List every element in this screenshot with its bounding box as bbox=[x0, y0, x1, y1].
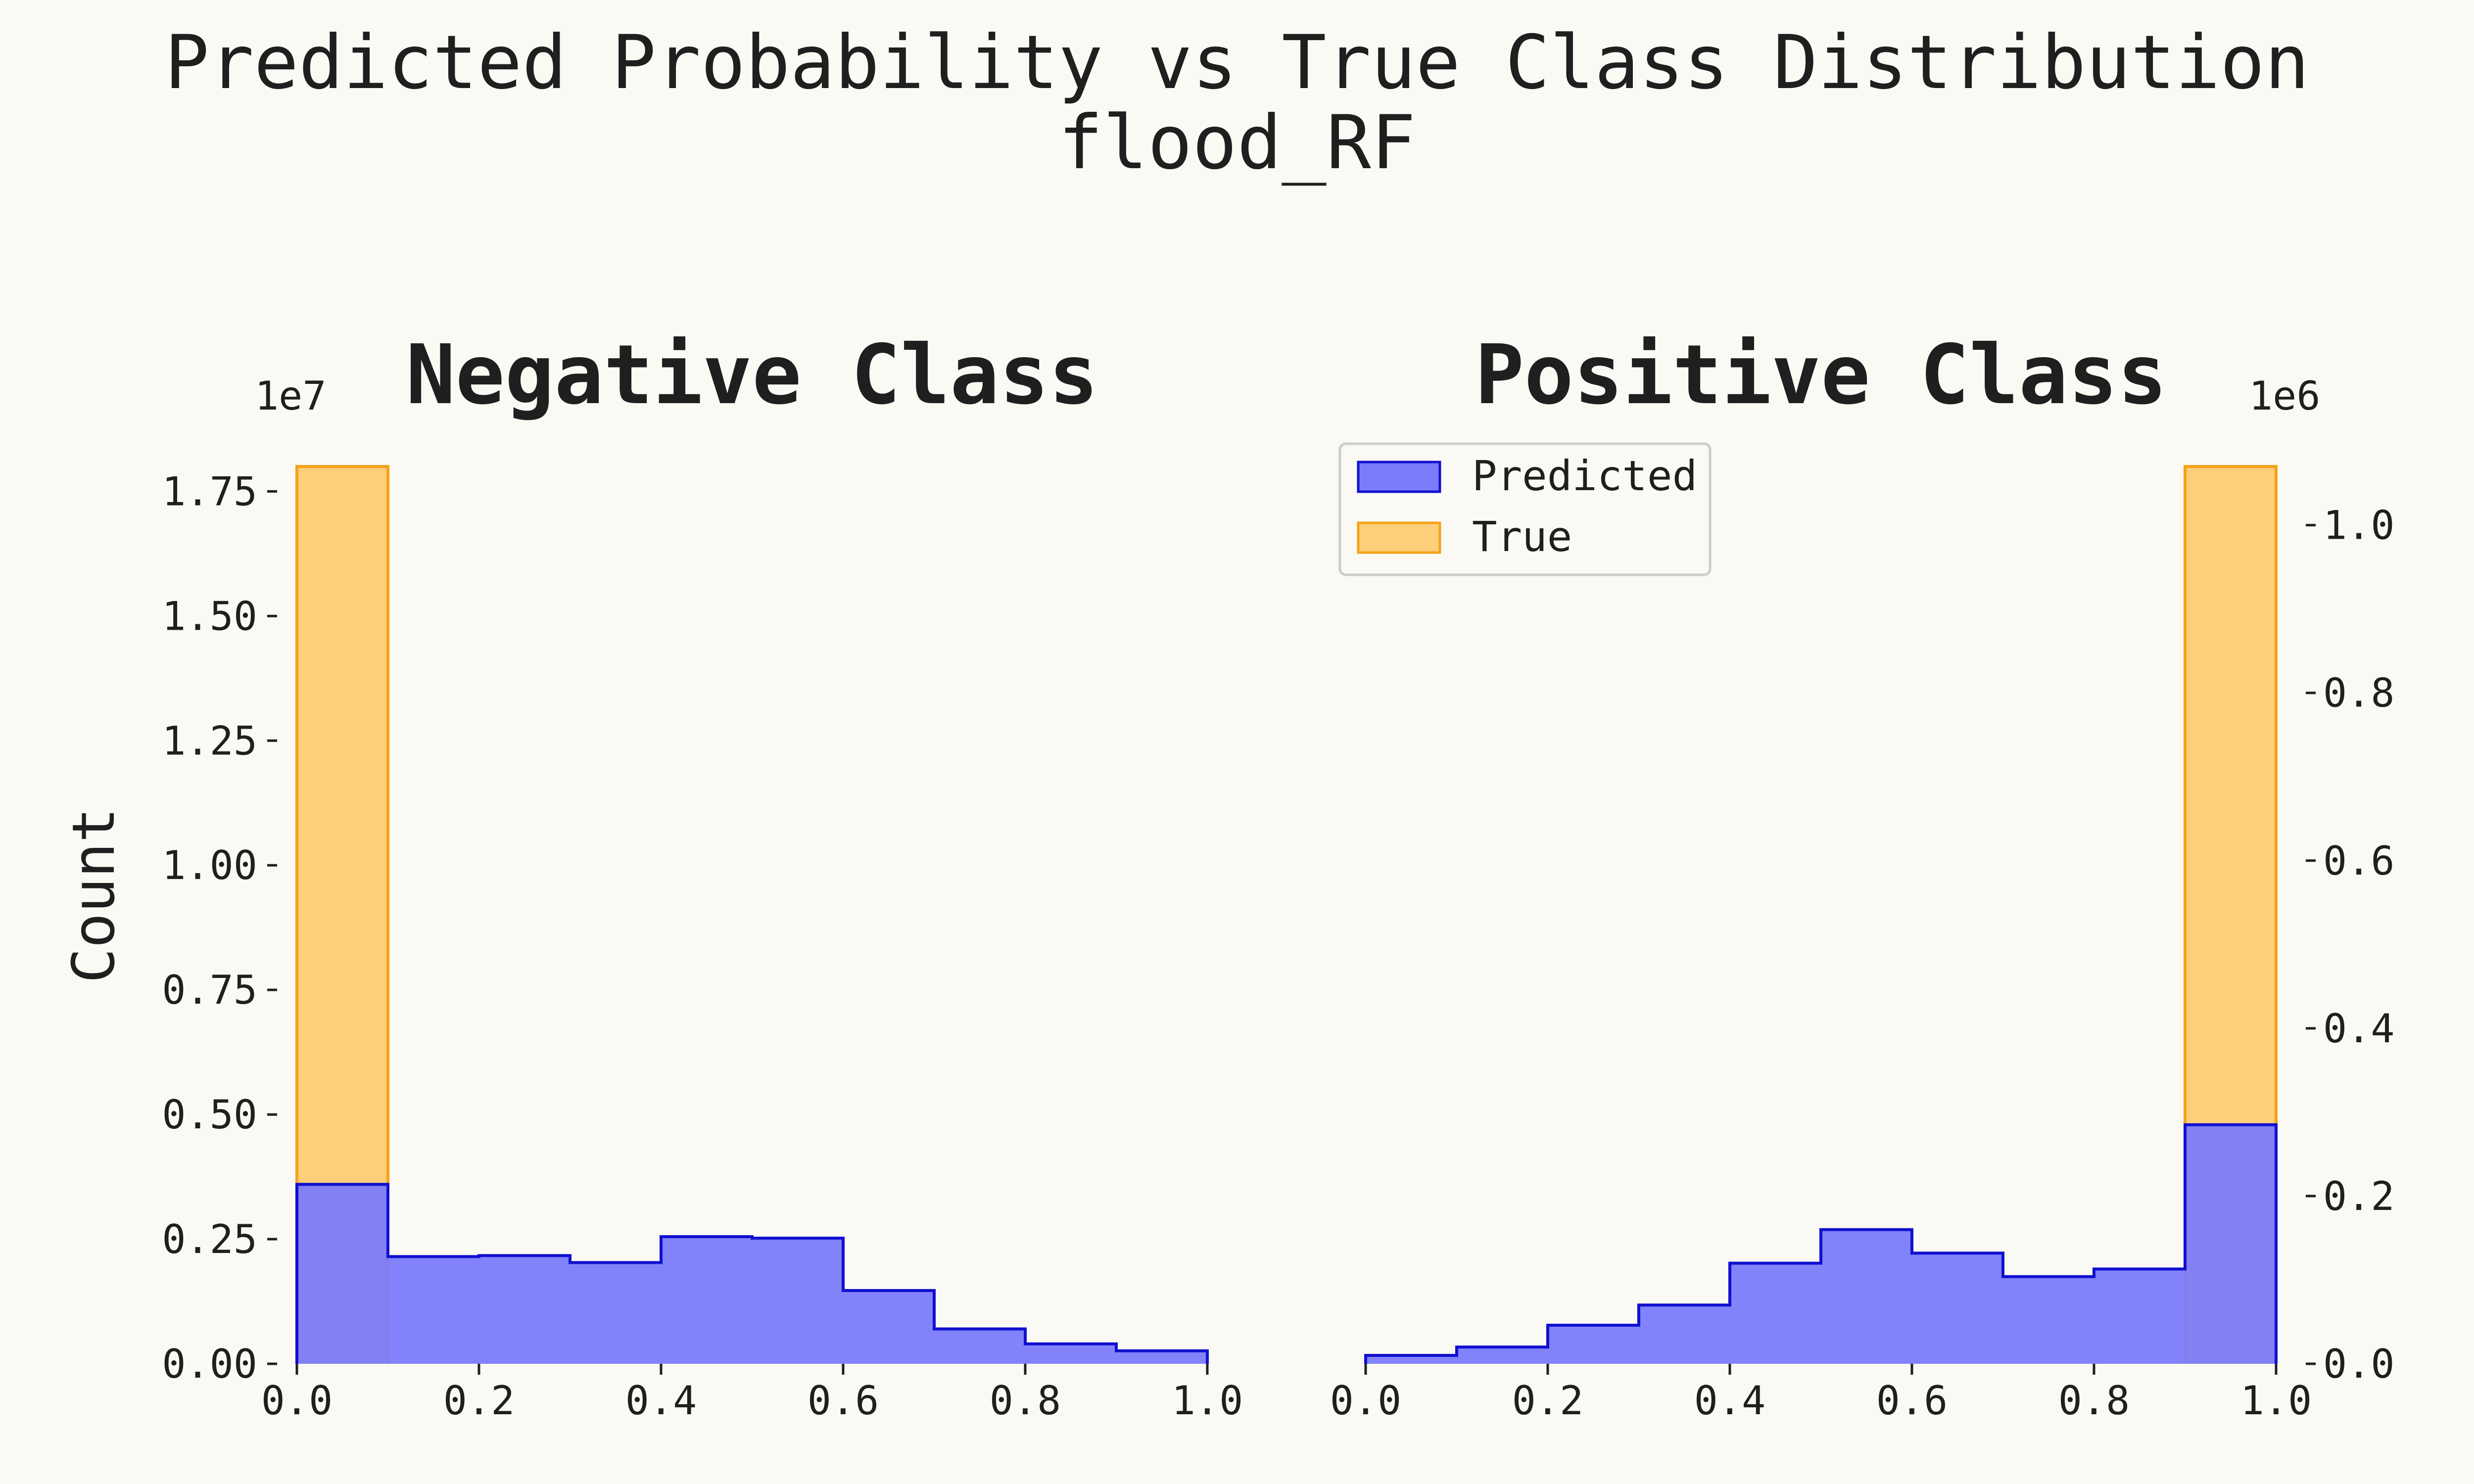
negative-class-x-tick-label-4: 0.8 bbox=[990, 1378, 1061, 1424]
positive-class-predicted-outline bbox=[1364, 1123, 2278, 1364]
negative-class-title: Negative Class bbox=[406, 327, 1098, 423]
negative-class-axes: Negative Class Count 1e7 0.0 0.2 0.4 0.6 0.8… bbox=[59, 327, 1243, 1424]
negative-class-y-tick-label-0: 0.00 bbox=[162, 1341, 257, 1387]
positive-class-axes: Positive Class 1e6 0.0 0.2 0.4 0.6 0.8 1.00.0… bbox=[1330, 327, 2395, 1424]
negative-class-predicted-bar-5 bbox=[752, 1238, 843, 1364]
positive-class-predicted-bar-4 bbox=[1730, 1263, 1821, 1364]
figure-title-line2: flood_RF bbox=[1058, 100, 1416, 186]
negative-class-predicted-bar-0 bbox=[297, 1184, 388, 1364]
positive-class-predicted-bar-8 bbox=[2094, 1269, 2185, 1364]
legend-swatch-true bbox=[1357, 521, 1441, 554]
negative-class-predicted-bar-6 bbox=[843, 1290, 934, 1364]
negative-class-x-tick-label-1: 0.2 bbox=[443, 1378, 515, 1424]
positive-class-y-tick-label-5: 1.0 bbox=[2323, 503, 2395, 549]
positive-class-predicted-bar-2 bbox=[1548, 1325, 1639, 1364]
negative-class-y-tick-label-1: 0.25 bbox=[162, 1216, 257, 1262]
negative-class-predicted-bar-3 bbox=[570, 1262, 661, 1364]
negative-class-y-tick-label-5: 1.25 bbox=[162, 718, 257, 764]
positive-class-y-offset: 1e6 bbox=[2249, 373, 2321, 419]
positive-class-predicted-bar-1 bbox=[1457, 1347, 1548, 1364]
negative-class-y-tick-label-6: 1.50 bbox=[162, 593, 257, 639]
negative-class-y-tick-label-7: 1.75 bbox=[162, 468, 257, 514]
legend-label-true: True bbox=[1472, 512, 1572, 561]
positive-class-y-tick-label-1: 0.2 bbox=[2323, 1173, 2395, 1219]
negative-class-predicted-bar-7 bbox=[934, 1329, 1025, 1364]
negative-class-y-tick-label-2: 0.50 bbox=[162, 1092, 257, 1138]
negative-class-y-offset: 1e7 bbox=[255, 373, 327, 419]
negative-class-predicted-outline bbox=[295, 1183, 1209, 1364]
positive-class-x-tick-label-5: 1.0 bbox=[2240, 1378, 2312, 1424]
positive-class-predicted-bar-5 bbox=[1821, 1229, 1912, 1364]
positive-class-x-tick-label-0: 0.0 bbox=[1330, 1378, 1402, 1424]
legend: Predicted True bbox=[1338, 442, 1712, 576]
negative-class-x-tick-label-2: 0.4 bbox=[625, 1378, 697, 1424]
figure-title-line1: Predicted Probability vs True Class Dist… bbox=[165, 20, 2310, 106]
negative-class-x-tick-label-3: 0.6 bbox=[808, 1378, 879, 1424]
positive-class-y-tick-label-4: 0.8 bbox=[2323, 670, 2395, 716]
positive-class-predicted-bar-0 bbox=[1366, 1355, 1457, 1364]
positive-class-predicted-bar-7 bbox=[2003, 1276, 2094, 1364]
negative-class-y-axis-label: Count bbox=[59, 807, 128, 983]
positive-class-y-tick-label-0: 0.0 bbox=[2323, 1341, 2395, 1387]
positive-class-title: Positive Class bbox=[1475, 327, 2167, 423]
positive-class-x-tick-label-4: 0.8 bbox=[2058, 1378, 2130, 1424]
positive-class-x-tick-label-2: 0.4 bbox=[1694, 1378, 1766, 1424]
legend-label-predicted: Predicted bbox=[1472, 452, 1697, 500]
negative-class-predicted-bar-2 bbox=[479, 1255, 570, 1364]
positive-class-true-outline bbox=[2184, 465, 2278, 1364]
negative-class-x-tick-label-0: 0.0 bbox=[261, 1378, 333, 1424]
negative-class-y-tick-label-3: 0.75 bbox=[162, 967, 257, 1013]
positive-class-y-tick-label-3: 0.6 bbox=[2323, 838, 2395, 884]
negative-class-true-outline bbox=[295, 465, 389, 1364]
positive-class-x-tick-label-1: 0.2 bbox=[1512, 1378, 1584, 1424]
negative-class-predicted-bar-9 bbox=[1116, 1350, 1207, 1364]
positive-class-y-tick-label-2: 0.4 bbox=[2323, 1006, 2395, 1052]
positive-class-predicted-bar-9 bbox=[2185, 1124, 2276, 1364]
negative-class-y-tick-label-4: 1.00 bbox=[162, 842, 257, 888]
positive-class-predicted-bar-3 bbox=[1639, 1305, 1730, 1364]
negative-class-x-tick-label-5: 1.0 bbox=[1172, 1378, 1243, 1424]
positive-class-predicted-bar-6 bbox=[1912, 1253, 2003, 1364]
negative-class-predicted-bar-4 bbox=[661, 1237, 752, 1364]
legend-swatch-predicted bbox=[1357, 461, 1441, 493]
positive-class-x-tick-label-3: 0.6 bbox=[1876, 1378, 1948, 1424]
negative-class-predicted-bar-8 bbox=[1025, 1344, 1116, 1364]
negative-class-predicted-bar-1 bbox=[388, 1256, 479, 1364]
